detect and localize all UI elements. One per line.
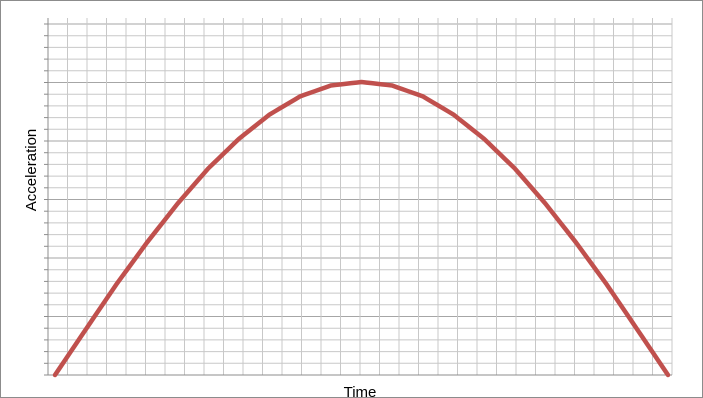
y-axis-label: Acceleration — [23, 129, 40, 212]
axes — [44, 18, 672, 376]
series-layer — [52, 79, 671, 378]
gridlines — [44, 18, 673, 376]
series-line — [52, 79, 671, 378]
x-axis-label: Time — [344, 384, 377, 398]
